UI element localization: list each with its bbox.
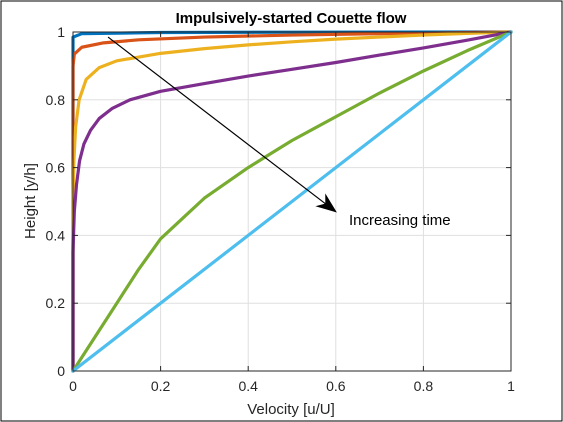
series-line-3 <box>71 30 513 373</box>
y-tick-label: 0.4 <box>46 227 66 243</box>
y-tick-label: 1 <box>57 24 65 40</box>
axes-frame <box>72 31 512 372</box>
y-tick-label: 0 <box>57 363 65 379</box>
y-tick-label: 0.6 <box>46 160 66 176</box>
series-line-4 <box>71 30 513 373</box>
ticks: 0 0.2 0.4 0.6 0.8 1 0 0.2 0.4 0.6 0.8 1 <box>46 24 516 394</box>
series-line-5 <box>71 30 513 373</box>
annotation-arrowhead <box>315 193 337 213</box>
y-tick-label: 0.2 <box>46 295 66 311</box>
x-tick-label: 0.8 <box>414 378 434 394</box>
series-line-6 <box>71 30 513 373</box>
axes-box <box>72 31 512 372</box>
annotation: Increasing time <box>107 36 451 229</box>
annotation-label: Increasing time <box>349 212 451 229</box>
y-tick-label: 0.8 <box>46 92 66 108</box>
x-tick-label: 0.6 <box>326 378 346 394</box>
chart-title: Impulsively-started Couette flow <box>176 10 407 27</box>
x-tick-label: 1 <box>507 378 515 394</box>
x-axis-label: Velocity [u/U] <box>247 401 335 418</box>
x-tick-label: 0 <box>69 378 77 394</box>
x-tick-label: 0.2 <box>151 378 171 394</box>
annotation-arrow-line <box>107 36 337 213</box>
y-axis-label: Height [y/h] <box>22 163 39 239</box>
x-tick-label: 0.4 <box>238 378 258 394</box>
